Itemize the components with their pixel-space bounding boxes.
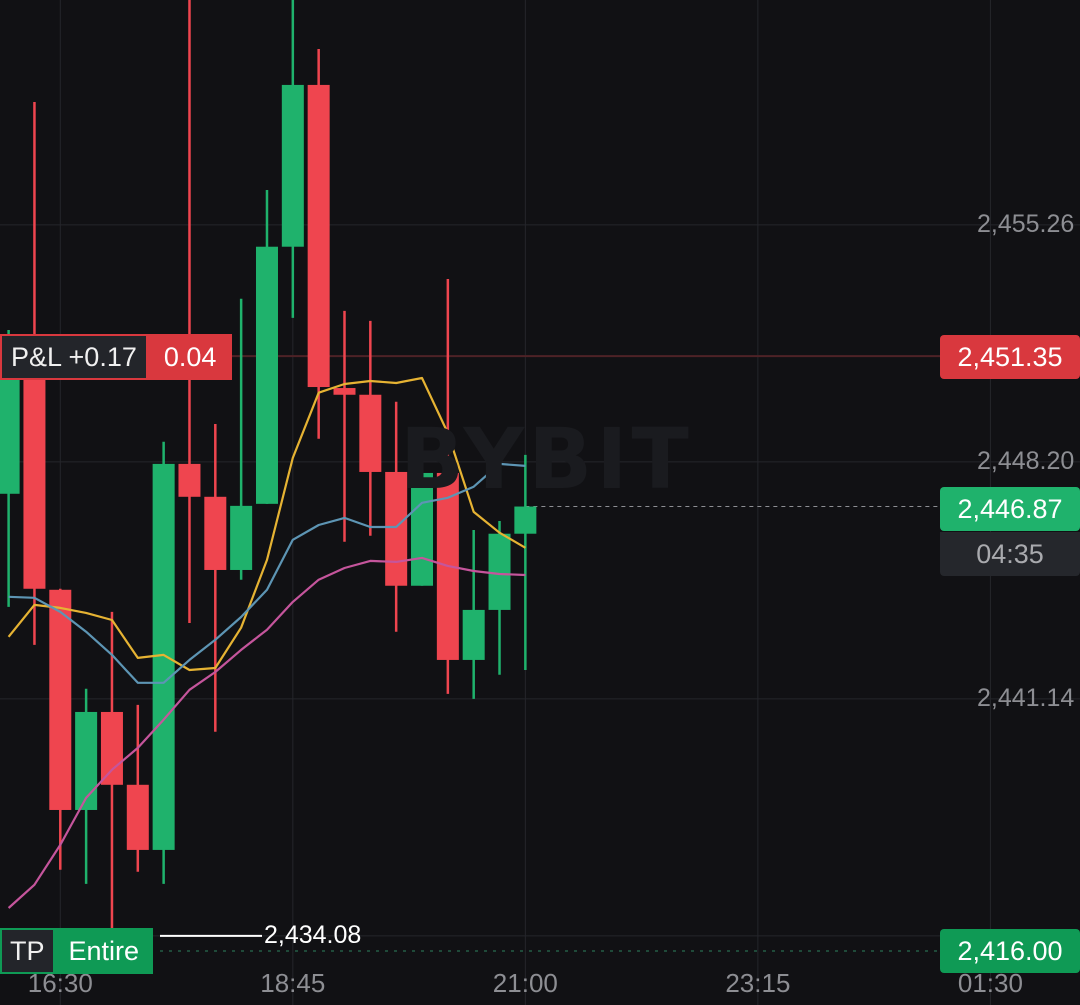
candle-down: [23, 344, 46, 589]
candle-up: [514, 506, 537, 534]
last-price-label: 2,446.87: [940, 487, 1080, 531]
candle-up: [230, 505, 253, 570]
moving-average-line: [7, 376, 526, 672]
pnl-label: P&L +0.17: [0, 334, 148, 380]
position-qty: 0.04: [147, 334, 233, 380]
candle-up: [281, 84, 304, 247]
candle-down: [307, 84, 330, 388]
moving-average-line: [8, 462, 526, 684]
tp-label: TP: [0, 928, 55, 974]
candle-down: [359, 394, 382, 472]
tp-price: 2,434.08: [264, 921, 362, 949]
candle-up: [75, 711, 98, 810]
time-tick-label: 23:15: [725, 968, 791, 998]
entry-price-label: 2,451.35: [940, 335, 1080, 379]
price-tick-label: 2,441.14: [977, 683, 1075, 712]
moving-average-lines: [7, 376, 526, 909]
candle-down: [385, 471, 408, 586]
candle-down: [49, 589, 72, 810]
candle-up: [462, 609, 485, 660]
moving-average-line: [7, 556, 526, 909]
candle-down: [204, 496, 227, 570]
candle-up: [488, 533, 511, 610]
candle-up: [152, 463, 175, 850]
position-pnl-tag[interactable]: P&L +0.17 0.04: [0, 334, 233, 380]
take-profit-tag[interactable]: TP Entire: [0, 928, 154, 974]
time-tick-label: 18:45: [260, 968, 326, 998]
candle-countdown: 04:35: [940, 532, 1080, 576]
price-tick-label: 2,448.20: [977, 446, 1075, 475]
time-tick-label: 21:00: [492, 968, 558, 998]
time-tick-label: 01:30: [957, 968, 1023, 998]
candle-up: [255, 246, 278, 504]
bybit-watermark: BYBIT: [400, 410, 693, 508]
liquidation-price-label: 2,416.00: [940, 929, 1080, 973]
tp-scope: Entire: [68, 936, 140, 966]
price-tick-label: 2,455.26: [977, 209, 1075, 238]
candle-down: [126, 784, 149, 850]
candle-down: [100, 711, 123, 785]
candle-down: [178, 463, 201, 497]
candle-down: [333, 388, 356, 395]
